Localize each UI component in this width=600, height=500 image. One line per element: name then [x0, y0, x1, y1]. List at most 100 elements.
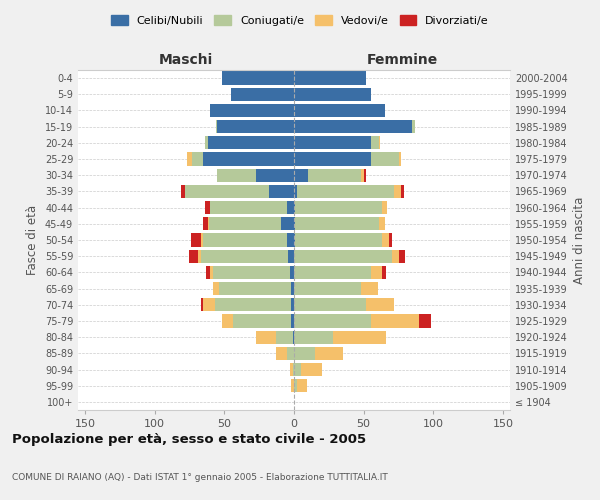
Bar [398, 152, 401, 166]
Bar [367, 298, 394, 312]
Bar [371, 136, 379, 149]
Bar [379, 217, 385, 230]
Bar [297, 185, 394, 198]
Bar [294, 72, 367, 85]
Bar [294, 298, 367, 312]
Bar [389, 234, 392, 246]
Bar [301, 363, 322, 376]
Bar [382, 234, 389, 246]
Bar [392, 250, 398, 263]
Bar [287, 234, 294, 246]
Bar [364, 168, 367, 182]
Bar [379, 136, 380, 149]
Bar [291, 298, 294, 312]
Bar [295, 217, 379, 230]
Text: Maschi: Maschi [159, 53, 213, 67]
Bar [211, 201, 287, 214]
Bar [256, 168, 294, 182]
Bar [231, 88, 294, 101]
Bar [233, 314, 291, 328]
Bar [294, 379, 297, 392]
Bar [215, 298, 291, 312]
Bar [200, 298, 203, 312]
Bar [203, 298, 215, 312]
Bar [208, 136, 294, 149]
Bar [361, 282, 377, 295]
Bar [276, 330, 293, 344]
Legend: Celibi/Nubili, Coniugati/e, Vedovi/e, Divorziati/e: Celibi/Nubili, Coniugati/e, Vedovi/e, Di… [107, 10, 493, 30]
Bar [206, 266, 211, 279]
Bar [269, 185, 294, 198]
Bar [419, 314, 431, 328]
Bar [221, 72, 294, 85]
Bar [295, 234, 382, 246]
Bar [287, 346, 294, 360]
Bar [187, 152, 192, 166]
Bar [213, 282, 219, 295]
Bar [256, 330, 276, 344]
Bar [294, 152, 371, 166]
Bar [295, 201, 382, 214]
Bar [294, 136, 371, 149]
Bar [192, 152, 203, 166]
Text: COMUNE DI RAIANO (AQ) - Dati ISTAT 1° gennaio 2005 - Elaborazione TUTTITALIA.IT: COMUNE DI RAIANO (AQ) - Dati ISTAT 1° ge… [12, 473, 388, 482]
Bar [203, 217, 208, 230]
Text: Popolazione per età, sesso e stato civile - 2005: Popolazione per età, sesso e stato civil… [12, 432, 366, 446]
Bar [294, 266, 371, 279]
Bar [217, 120, 294, 134]
Bar [291, 379, 294, 392]
Bar [294, 250, 392, 263]
Bar [209, 217, 281, 230]
Bar [398, 250, 406, 263]
Bar [294, 346, 315, 360]
Bar [213, 266, 290, 279]
Bar [294, 330, 333, 344]
Bar [315, 346, 343, 360]
Bar [287, 201, 294, 214]
Bar [205, 136, 208, 149]
Bar [181, 185, 185, 198]
Bar [216, 120, 217, 134]
Bar [219, 282, 291, 295]
Bar [371, 152, 398, 166]
Y-axis label: Fasce di età: Fasce di età [26, 205, 39, 275]
Bar [294, 185, 297, 198]
Bar [281, 217, 294, 230]
Bar [291, 314, 294, 328]
Bar [291, 282, 294, 295]
Bar [198, 250, 200, 263]
Bar [294, 234, 295, 246]
Bar [290, 266, 294, 279]
Bar [217, 168, 256, 182]
Bar [191, 234, 200, 246]
Bar [190, 250, 198, 263]
Bar [221, 314, 233, 328]
Bar [211, 104, 294, 117]
Bar [294, 363, 301, 376]
Bar [276, 346, 287, 360]
Bar [203, 152, 294, 166]
Bar [394, 185, 401, 198]
Bar [185, 185, 269, 198]
Text: Femmine: Femmine [367, 53, 437, 67]
Bar [382, 266, 386, 279]
Bar [294, 88, 371, 101]
Bar [290, 363, 293, 376]
Bar [203, 234, 287, 246]
Bar [200, 250, 289, 263]
Bar [361, 168, 364, 182]
Bar [382, 201, 388, 214]
Bar [294, 201, 295, 214]
Bar [371, 314, 419, 328]
Bar [294, 168, 308, 182]
Bar [401, 185, 404, 198]
Bar [289, 250, 294, 263]
Bar [294, 217, 295, 230]
Bar [293, 363, 294, 376]
Bar [333, 330, 386, 344]
Bar [211, 266, 213, 279]
Bar [208, 217, 209, 230]
Bar [293, 330, 294, 344]
Bar [205, 201, 211, 214]
Y-axis label: Anni di nascita: Anni di nascita [573, 196, 586, 284]
